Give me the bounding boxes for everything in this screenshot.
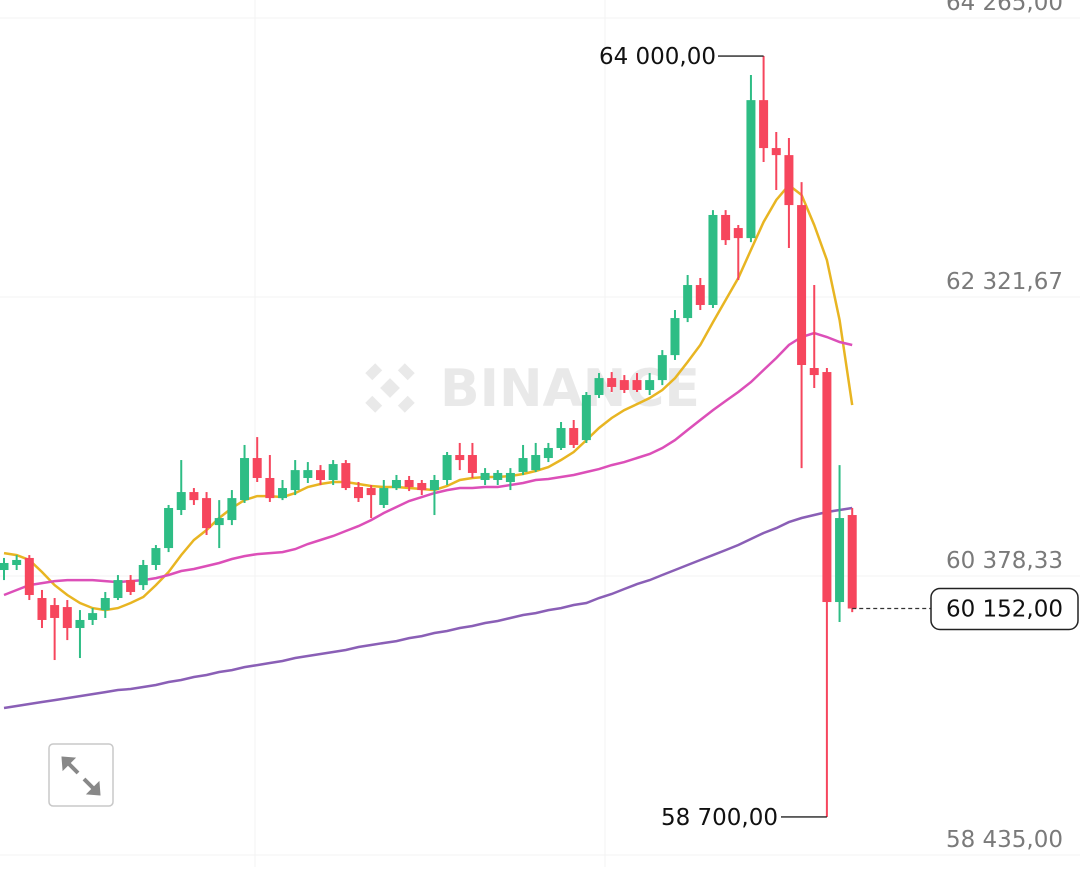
- candle-body: [303, 470, 313, 478]
- candle-body: [176, 492, 186, 511]
- low-label: 58 700,00: [661, 805, 778, 831]
- candle-body: [113, 580, 123, 599]
- candle-body: [316, 470, 325, 481]
- candle-body: [822, 372, 832, 603]
- candle-body: [569, 428, 579, 445]
- candle-body: [809, 368, 819, 376]
- candle-body: [126, 580, 136, 592]
- candle-body: [353, 487, 363, 499]
- watermark-text: BINANCE: [440, 359, 700, 419]
- watermark: BINANCE: [365, 359, 700, 419]
- candle-body: [708, 214, 718, 305]
- candle-body: [24, 557, 34, 595]
- candle-body: [797, 205, 807, 366]
- candle-body: [543, 447, 553, 459]
- candle-body: [733, 228, 743, 239]
- moving-average-line: [3, 183, 854, 612]
- candle-body: [379, 488, 389, 505]
- candle-body: [835, 518, 845, 603]
- candle-body: [429, 480, 439, 491]
- candle-body: [493, 472, 503, 481]
- candle-body: [607, 378, 617, 387]
- candle-body: [670, 318, 680, 356]
- y-tick-label: 62 321,67: [946, 269, 1063, 295]
- candle-body: [37, 598, 47, 620]
- candle-body: [746, 100, 756, 239]
- candle-body: [265, 477, 275, 499]
- candle-body: [278, 488, 288, 499]
- candle-body: [645, 380, 655, 390]
- expand-button[interactable]: [48, 743, 114, 807]
- moving-average-line: [3, 506, 853, 710]
- candle-body: [581, 395, 591, 441]
- candle-body: [657, 355, 667, 381]
- candle-body: [404, 480, 414, 488]
- candle-body: [417, 483, 427, 491]
- last-price-box: [930, 587, 1079, 631]
- candle-body: [75, 619, 85, 629]
- candle-body: [164, 507, 174, 549]
- candle-body: [0, 562, 9, 571]
- candle-body: [240, 458, 250, 501]
- last-price-label: 60 152,00: [946, 596, 1063, 622]
- candle-body: [759, 100, 769, 149]
- candle-body: [214, 518, 224, 526]
- candle-body: [391, 480, 401, 489]
- candle-body: [100, 598, 110, 611]
- candle-body: [88, 613, 98, 620]
- candle-body: [252, 458, 262, 478]
- candle-body: [784, 155, 794, 206]
- candle-body: [467, 455, 477, 473]
- candle-body: [518, 458, 528, 472]
- candle-body: [328, 464, 338, 481]
- candle-body: [594, 378, 604, 396]
- y-tick-label: 58 435,00: [946, 827, 1063, 853]
- candle-body: [189, 492, 199, 501]
- candle-body: [202, 498, 212, 529]
- candle-body: [12, 559, 22, 565]
- candle-body: [341, 463, 351, 489]
- expand-button-frame[interactable]: [48, 743, 114, 807]
- candle-body: [505, 472, 515, 483]
- candle-body: [442, 455, 452, 481]
- candle-body: [847, 515, 857, 609]
- candle-body: [619, 380, 629, 390]
- y-tick-label: 64 265,00: [946, 0, 1063, 16]
- candle-body: [531, 455, 541, 471]
- candle-body: [683, 285, 693, 319]
- candle-body: [366, 488, 376, 496]
- candle-body: [480, 472, 490, 481]
- candle-body: [62, 607, 72, 629]
- candle-body: [632, 380, 642, 390]
- candle-body: [290, 470, 300, 491]
- candle-body: [455, 455, 465, 461]
- candle-body: [721, 214, 731, 241]
- watermark-logo: [365, 363, 415, 413]
- candle-body: [227, 498, 237, 521]
- candle-body: [151, 548, 161, 565]
- y-tick-label: 60 378,33: [946, 548, 1063, 574]
- candle-body: [556, 428, 566, 448]
- high-label: 64 000,00: [599, 44, 716, 70]
- candle-body: [695, 285, 705, 305]
- candles: [0, 56, 857, 817]
- expand-icon: [61, 756, 101, 796]
- overlay: 64 000,00 58 700,00 60 152,00: [599, 44, 1079, 831]
- candle-body: [138, 564, 148, 586]
- candle-body: [771, 148, 781, 156]
- candle-body: [50, 605, 60, 618]
